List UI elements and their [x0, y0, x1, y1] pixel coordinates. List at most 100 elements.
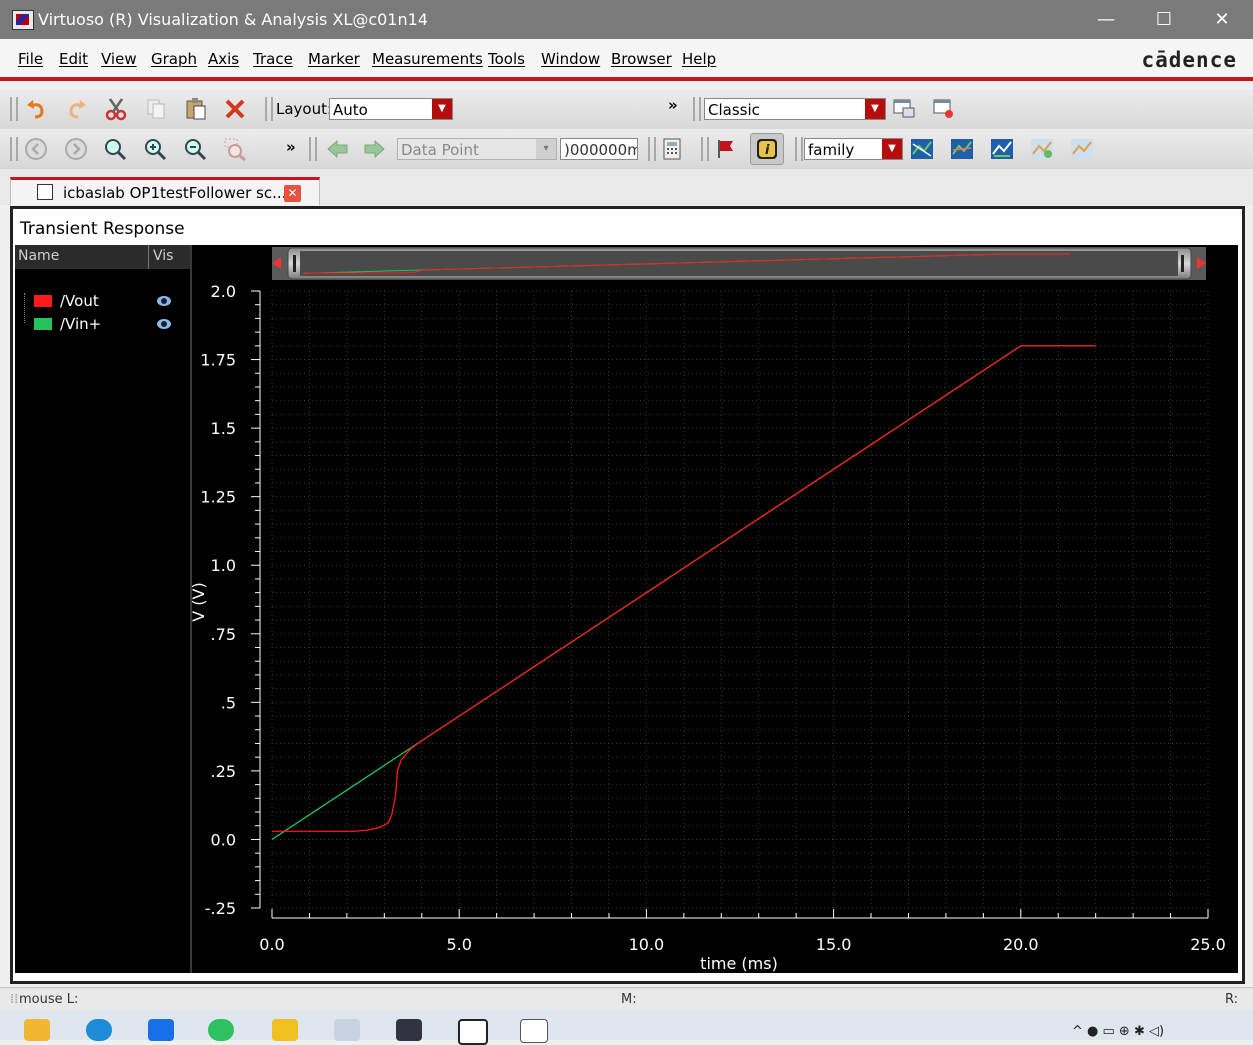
- family-expand-icon[interactable]: [909, 136, 935, 162]
- menu-browser[interactable]: Browser: [611, 50, 672, 68]
- family-add-icon[interactable]: [1029, 136, 1055, 162]
- menu-measurements[interactable]: Measurements: [372, 50, 483, 68]
- zoom-out-icon[interactable]: [182, 136, 208, 162]
- menu-marker[interactable]: Marker: [308, 50, 360, 68]
- menu-trace[interactable]: Trace: [253, 50, 293, 68]
- family-remove-icon[interactable]: [1069, 136, 1095, 162]
- toolbar-grip[interactable]: [795, 137, 803, 161]
- image-viewer-icon[interactable]: [334, 1019, 360, 1041]
- file-explorer-icon[interactable]: [24, 1019, 50, 1041]
- legend-row-vout[interactable]: /Vout: [15, 290, 190, 312]
- overview-trace: [303, 253, 1071, 274]
- minimize-button[interactable]: —: [1097, 9, 1115, 30]
- window-search-icon[interactable]: [931, 96, 957, 122]
- tab-schematic[interactable]: icbaslab OP1testFollower sc... ✕: [10, 177, 320, 205]
- overview-left-handle[interactable]: [293, 255, 296, 272]
- cadence-logo: cādence: [1141, 48, 1237, 72]
- overview-left-arrow[interactable]: [272, 257, 281, 269]
- menu-file[interactable]: File: [18, 50, 44, 68]
- redo-icon[interactable]: [63, 96, 89, 122]
- tab-label: icbaslab OP1testFollower sc...: [63, 184, 287, 202]
- menu-bar: File Edit View Graph Axis Trace Marker M…: [0, 39, 1253, 81]
- visibility-eye-icon[interactable]: [157, 296, 171, 306]
- family-select[interactable]: family ▼: [804, 138, 903, 160]
- toolbar-grip[interactable]: [265, 97, 273, 121]
- calculator-icon[interactable]: [659, 136, 685, 162]
- menu-graph[interactable]: Graph: [151, 50, 198, 68]
- cut-icon[interactable]: [103, 96, 129, 122]
- y-tick-label: 1.25: [200, 488, 236, 507]
- marker-value-input[interactable]: )000000m: [560, 138, 638, 160]
- overview-right-arrow[interactable]: [1197, 257, 1206, 269]
- y-tick-label: 2.0: [211, 282, 236, 301]
- layout-label: Layout:: [276, 100, 333, 118]
- system-tray[interactable]: ^ ● ▭ ⊕ ✱ ◁): [1072, 1024, 1165, 1039]
- plot-traces: [271, 345, 1096, 840]
- toolbar-grip[interactable]: [10, 137, 18, 161]
- family-sweep-icon[interactable]: [989, 136, 1015, 162]
- chevron-down-icon: ▼: [865, 99, 885, 119]
- back-icon[interactable]: [23, 136, 49, 162]
- menu-view[interactable]: View: [101, 50, 137, 68]
- x-tick-label: 15.0: [816, 935, 852, 954]
- style-select[interactable]: Classic ▼: [704, 98, 886, 120]
- style-select-value: Classic: [708, 101, 760, 119]
- menu-window[interactable]: Window: [541, 50, 601, 68]
- window-title: Virtuoso (R) Visualization & Analysis XL…: [38, 10, 428, 29]
- legend-header: Name Vis: [15, 245, 190, 269]
- close-window-button[interactable]: ✕: [1214, 9, 1230, 30]
- info-toggle-button[interactable]: i: [750, 133, 784, 165]
- toolbar-grip[interactable]: [701, 137, 709, 161]
- forward-icon[interactable]: [63, 136, 89, 162]
- menu-axis[interactable]: Axis: [208, 50, 240, 68]
- toolbar-overflow-button[interactable]: »: [286, 138, 296, 156]
- previous-marker-icon[interactable]: [325, 136, 351, 162]
- zoom-fit-icon[interactable]: [102, 136, 128, 162]
- toolbar-grip[interactable]: [693, 97, 701, 121]
- maximize-button[interactable]: ☐: [1155, 9, 1173, 30]
- toolbar-overflow-button[interactable]: »: [668, 96, 678, 114]
- y-tick-label: .25: [211, 762, 236, 781]
- overview-traces: [302, 253, 1071, 274]
- sticky-app-icon[interactable]: [272, 1019, 298, 1041]
- plot-background: [15, 245, 1238, 973]
- status-mouse-right: R:: [1225, 992, 1239, 1007]
- y-tick-label: 1.75: [200, 351, 236, 370]
- copy-icon[interactable]: [143, 96, 169, 122]
- trace-color-swatch: [34, 295, 52, 307]
- layout-select[interactable]: Auto ▼: [329, 98, 453, 120]
- legend-row-vin[interactable]: /Vin+: [15, 313, 190, 335]
- legend-name-header: Name: [18, 248, 60, 264]
- y-tick-label: -.25: [205, 899, 236, 918]
- toolbar-grip[interactable]: [309, 137, 317, 161]
- close-tab-icon[interactable]: ✕: [284, 185, 301, 202]
- next-marker-icon[interactable]: [361, 136, 387, 162]
- zoom-in-icon[interactable]: [142, 136, 168, 162]
- paint-app-icon[interactable]: [396, 1019, 422, 1041]
- edge-browser-icon[interactable]: [86, 1019, 112, 1041]
- trace-color-swatch: [34, 318, 52, 330]
- flag-icon[interactable]: [713, 136, 739, 162]
- subwindow-icon[interactable]: [891, 96, 917, 122]
- y-axis-label: V (V): [189, 582, 208, 621]
- paste-icon[interactable]: [183, 96, 209, 122]
- family-collapse-icon[interactable]: [949, 136, 975, 162]
- marker-type-select[interactable]: Data Point ▾: [397, 138, 557, 160]
- delete-icon[interactable]: [222, 96, 248, 122]
- visibility-eye-icon[interactable]: [157, 319, 171, 329]
- family-select-value: family: [808, 141, 855, 159]
- menu-edit[interactable]: Edit: [59, 50, 89, 68]
- wechat-icon[interactable]: [208, 1019, 234, 1041]
- toolbar-grip[interactable]: [10, 97, 18, 121]
- cadence-taskbar-icon[interactable]: [458, 1019, 488, 1045]
- undo-icon[interactable]: [24, 96, 50, 122]
- menu-help[interactable]: Help: [682, 50, 717, 68]
- text-app-icon[interactable]: [520, 1019, 548, 1043]
- zoom-region-icon[interactable]: [222, 136, 248, 162]
- app-star-icon[interactable]: [148, 1019, 174, 1041]
- menu-tools[interactable]: Tools: [488, 50, 525, 68]
- info-icon: i: [757, 139, 777, 159]
- toolbar-grip[interactable]: [648, 137, 656, 161]
- overview-right-handle[interactable]: [1181, 255, 1184, 272]
